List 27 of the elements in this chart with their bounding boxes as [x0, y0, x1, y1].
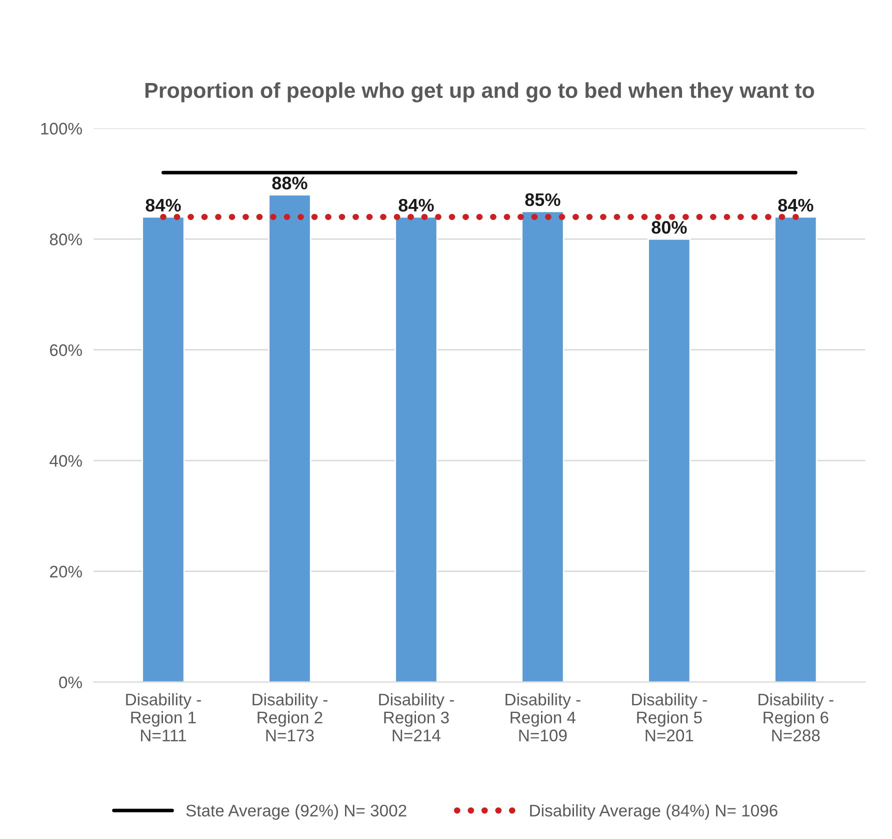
data-label: 84% — [146, 198, 181, 212]
bar — [521, 210, 564, 682]
y-tick-label: 80% — [50, 234, 82, 246]
x-tick-label: Disability - Region 5 N=201 — [632, 693, 707, 742]
x-tick-label: Disability - Region 4 N=109 — [506, 693, 580, 742]
data-label: 85% — [525, 193, 560, 206]
y-tick-label: 60% — [50, 344, 82, 356]
bar — [268, 194, 312, 682]
legend-label: Disability Average (84%) N= 1096 — [530, 804, 778, 820]
data-label: 88% — [272, 176, 308, 190]
legend-label: State Average (92%) N= 3002 — [186, 804, 406, 820]
chart-title: Proportion of people who get up and go to bed when they want to — [145, 82, 814, 102]
data-label: 84% — [398, 198, 434, 212]
y-tick-label: 100% — [41, 122, 82, 135]
x-tick-label: Disability - Region 1 N=111 — [126, 693, 201, 742]
bar — [394, 216, 438, 682]
y-tick-label: 0% — [59, 676, 82, 688]
data-label: 80% — [652, 220, 687, 234]
x-tick-label: Disability - Region 3 N=214 — [379, 693, 454, 742]
data-label: 84% — [778, 198, 814, 212]
y-tick-label: 20% — [50, 566, 82, 578]
y-tick-label: 40% — [50, 455, 82, 467]
x-tick-label: Disability - Region 6 N=288 — [758, 693, 834, 742]
bar — [142, 216, 185, 682]
bar — [648, 238, 691, 682]
bar — [774, 216, 818, 682]
x-tick-label: Disability - Region 2 N=173 — [252, 693, 328, 742]
